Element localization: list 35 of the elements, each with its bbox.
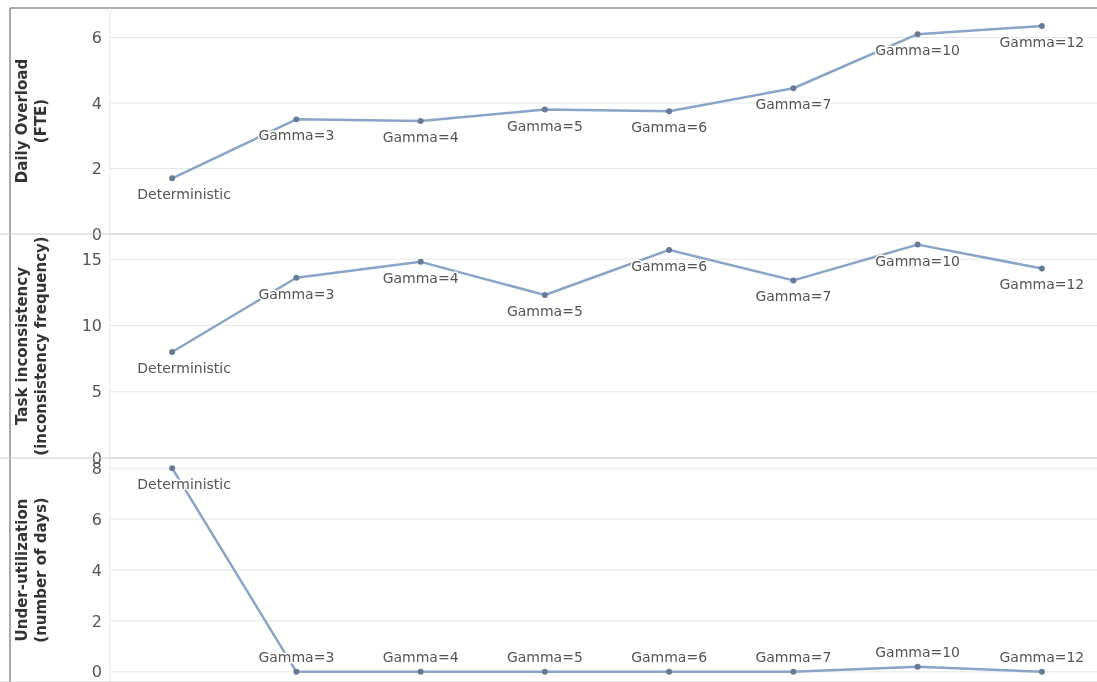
category-label: Gamma=6	[631, 119, 708, 136]
category-label: Gamma=7	[755, 648, 832, 665]
category-label: Gamma=5	[506, 302, 583, 319]
y-tick-label: 4	[91, 560, 102, 580]
category-label: Gamma=10	[875, 42, 961, 59]
y-tick-label: 10	[81, 316, 102, 336]
category-label: Gamma=4	[382, 129, 459, 145]
y-axis-title: Under-utilization (number of days)	[12, 497, 50, 643]
category-label: Deterministic	[137, 186, 231, 203]
category-label: Gamma=12	[999, 276, 1085, 293]
category-label: Deterministic	[137, 359, 231, 376]
y-tick-label: 0	[91, 224, 102, 244]
category-label: Gamma=7	[755, 288, 832, 305]
y-tick-label: 6	[91, 509, 102, 529]
category-label: Gamma=7	[755, 96, 832, 113]
y-tick-label: 5	[91, 382, 102, 402]
category-label: Gamma=12	[999, 648, 1085, 665]
category-label: Gamma=12	[999, 34, 1085, 51]
category-label: Gamma=6	[631, 648, 708, 665]
y-tick-label: 4	[91, 93, 102, 113]
y-tick-label: 15	[81, 249, 102, 269]
y-tick-label: 2	[91, 611, 102, 631]
y-tick-label: 0	[91, 662, 102, 682]
y-tick-label: 6	[91, 28, 102, 48]
category-label: Gamma=3	[258, 127, 335, 144]
category-label: Gamma=6	[631, 257, 708, 274]
category-label: Gamma=10	[875, 643, 961, 660]
category-label: Gamma=4	[382, 648, 459, 665]
y-tick-label: 2	[91, 159, 102, 179]
category-label: Gamma=5	[506, 117, 583, 134]
category-label: Gamma=5	[506, 648, 583, 665]
y-axis-title: Daily Overload (FTE)	[12, 58, 50, 184]
category-label: Gamma=10	[875, 252, 961, 269]
category-label: Gamma=4	[382, 269, 459, 286]
y-axis-title: Task inconsistency (inconsistency frequency)	[12, 236, 50, 456]
